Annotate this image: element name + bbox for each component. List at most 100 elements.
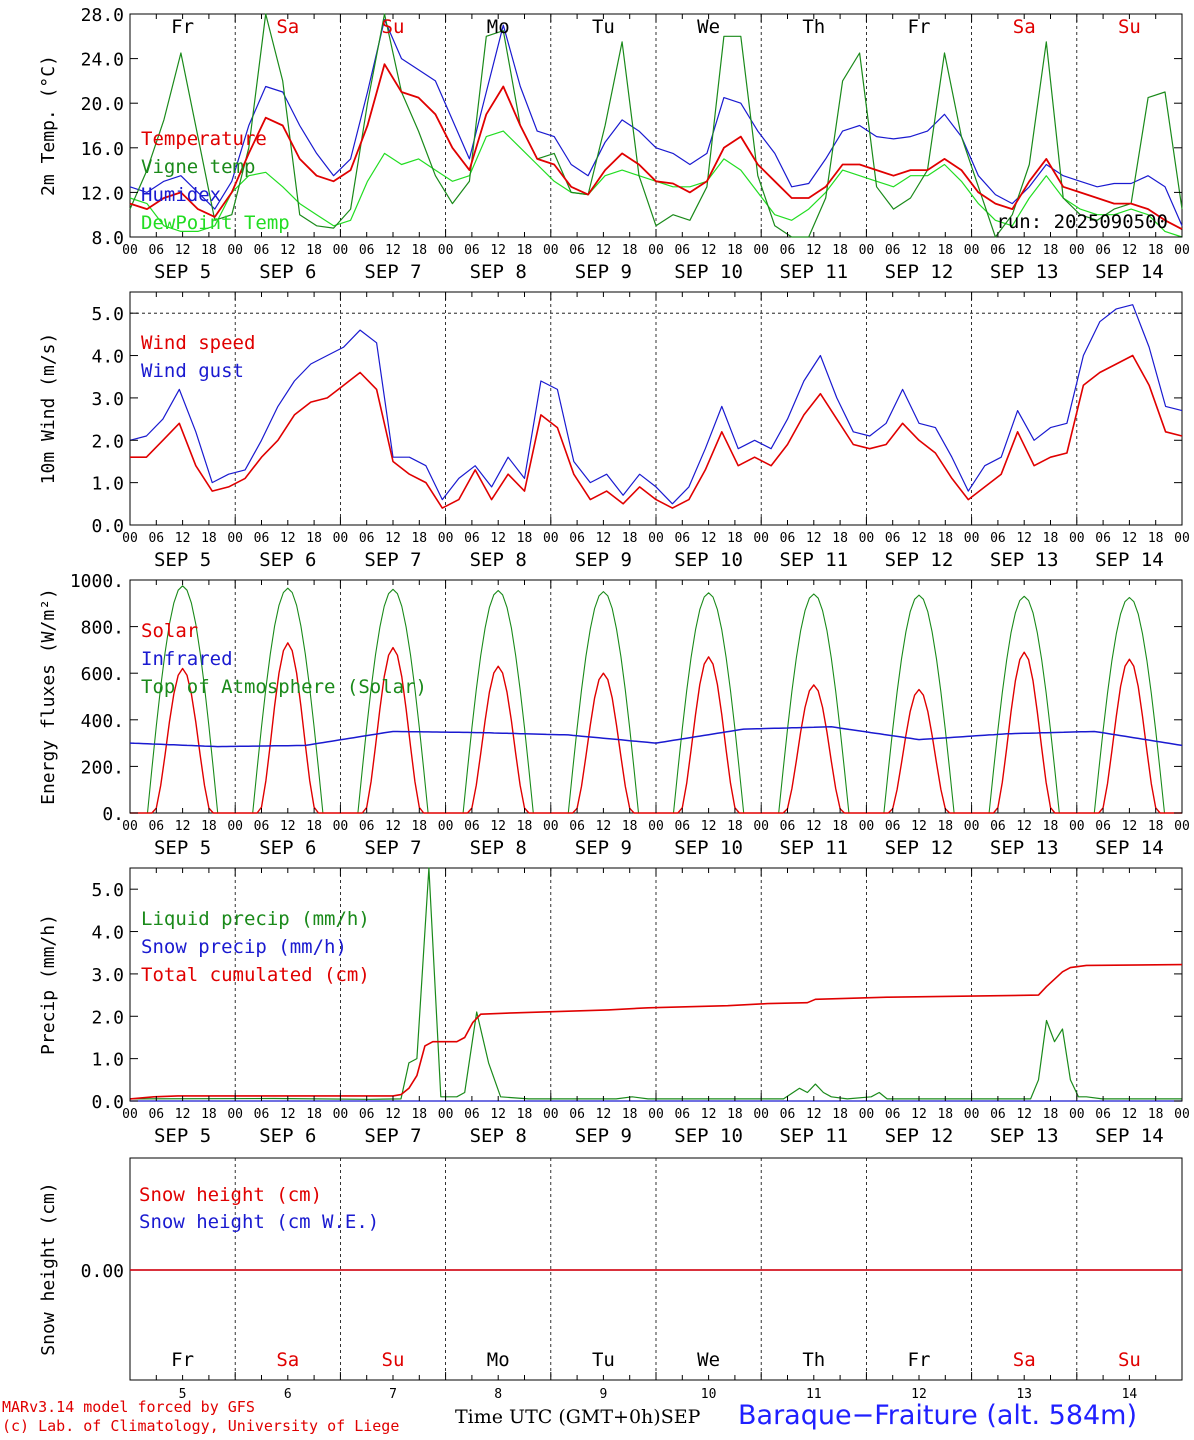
hour-tick-label: 18 [832, 243, 848, 258]
date-label: SEP 5 [154, 549, 211, 571]
hour-tick-label: 00 [1069, 243, 1085, 258]
date-label: SEP 12 [885, 261, 954, 283]
date-label: SEP 13 [990, 837, 1059, 859]
hour-tick-label: 06 [674, 531, 690, 546]
hour-tick-label: 12 [1122, 243, 1138, 258]
hour-tick-label: 06 [254, 1107, 270, 1122]
hour-tick-label: 06 [254, 819, 270, 834]
hour-tick-label: 12 [806, 243, 822, 258]
series-vigne-temp [129, 13, 1183, 238]
date-label: SEP 6 [259, 1125, 316, 1147]
hour-tick-label: 00 [1069, 531, 1085, 546]
date-label: SEP 10 [674, 837, 743, 859]
hour-tick-label: 18 [727, 819, 743, 834]
date-label: SEP 9 [575, 261, 632, 283]
hour-tick-label: 00 [753, 1107, 769, 1122]
y-tick-label: 12.0 [81, 183, 124, 204]
weekday-label: Su [1118, 16, 1141, 38]
hour-tick-label: 18 [306, 819, 322, 834]
date-label: SEP 6 [259, 261, 316, 283]
day-number-label: 14 [1122, 1387, 1138, 1402]
hour-tick-label: 12 [701, 531, 717, 546]
hour-tick-label: 06 [464, 531, 480, 546]
hour-tick-label: 18 [1148, 1107, 1164, 1122]
hour-tick-label: 12 [280, 1107, 296, 1122]
hour-tick-label: 12 [1016, 531, 1032, 546]
hour-tick-label: 06 [780, 531, 796, 546]
date-label: SEP 8 [470, 261, 527, 283]
day-number-label: 7 [389, 1387, 397, 1402]
day-number-label: 6 [284, 1387, 292, 1402]
weekday-label: Fr [171, 16, 194, 38]
hour-tick-label: 18 [622, 243, 638, 258]
hour-tick-label: 06 [780, 1107, 796, 1122]
hour-tick-label: 00 [859, 243, 875, 258]
hour-tick-label: 00 [964, 531, 980, 546]
y-tick-label: 400. [81, 711, 124, 732]
hour-tick-label: 06 [885, 819, 901, 834]
y-tick-label: 5.0 [91, 304, 124, 325]
hour-tick-label: 12 [1016, 1107, 1032, 1122]
date-label: SEP 6 [259, 837, 316, 859]
hour-tick-label: 00 [1069, 819, 1085, 834]
day-number-label: 5 [179, 1387, 187, 1402]
hour-tick-label: 12 [806, 531, 822, 546]
hour-tick-label: 18 [201, 819, 217, 834]
date-label: SEP 12 [885, 1125, 954, 1147]
hour-tick-label: 12 [1016, 819, 1032, 834]
day-number-label: 9 [599, 1387, 607, 1402]
legend-snow-height-cm-: Snow height (cm) [139, 1184, 322, 1206]
hour-tick-label: 00 [648, 531, 664, 546]
hour-tick-label: 00 [227, 1107, 243, 1122]
date-label: SEP 13 [990, 1125, 1059, 1147]
hour-tick-label: 18 [1148, 531, 1164, 546]
hour-tick-label: 06 [148, 531, 164, 546]
hour-tick-label: 18 [517, 531, 533, 546]
date-label: SEP 11 [779, 1125, 848, 1147]
weekday-label: Fr [908, 16, 931, 38]
hour-tick-label: 18 [517, 819, 533, 834]
hour-tick-label: 00 [438, 531, 454, 546]
hour-tick-label: 12 [490, 819, 506, 834]
hour-tick-label: 18 [727, 243, 743, 258]
y-axis-label-5: Snow height (cm) [38, 1182, 59, 1355]
date-label: SEP 10 [674, 549, 743, 571]
hour-tick-label: 00 [1069, 1107, 1085, 1122]
hour-tick-label: 06 [990, 819, 1006, 834]
hour-tick-label: 00 [859, 819, 875, 834]
weekday-label: Su [1118, 1349, 1141, 1371]
hour-tick-label: 12 [385, 243, 401, 258]
hour-tick-label: 00 [227, 819, 243, 834]
date-label: SEP 9 [575, 1125, 632, 1147]
hour-tick-label: 18 [517, 1107, 533, 1122]
date-label: SEP 13 [990, 549, 1059, 571]
date-label: SEP 12 [885, 549, 954, 571]
hour-tick-label: 18 [1043, 243, 1059, 258]
hour-tick-label: 00 [122, 531, 138, 546]
hour-tick-label: 18 [306, 1107, 322, 1122]
hour-tick-label: 00 [753, 819, 769, 834]
y-tick-label: 3.0 [91, 965, 124, 986]
date-label: SEP 9 [575, 837, 632, 859]
weekday-label: We [697, 16, 720, 38]
hour-tick-label: 00 [543, 531, 559, 546]
weekday-label: Tu [592, 1349, 615, 1371]
hour-tick-label: 18 [937, 243, 953, 258]
date-label: SEP 11 [779, 549, 848, 571]
hour-tick-label: 00 [964, 819, 980, 834]
hour-tick-label: 18 [411, 819, 427, 834]
hour-tick-label: 06 [569, 243, 585, 258]
model-credit: MARv3.14 model forced by GFS [2, 1398, 255, 1416]
hour-tick-label: 06 [990, 531, 1006, 546]
hour-tick-label: 00 [753, 531, 769, 546]
weekday-label: Sa [276, 16, 299, 38]
weekday-label: Sa [1013, 1349, 1036, 1371]
hour-tick-label: 06 [569, 819, 585, 834]
date-label: SEP 11 [779, 261, 848, 283]
legend-infrared: Infrared [141, 648, 233, 670]
y-tick-label: 0. [102, 804, 124, 825]
date-label: SEP 7 [364, 1125, 421, 1147]
hour-tick-label: 06 [359, 819, 375, 834]
legend-dewpoint-temp: DewPoint Temp [141, 212, 290, 234]
hour-tick-label: 00 [333, 1107, 349, 1122]
